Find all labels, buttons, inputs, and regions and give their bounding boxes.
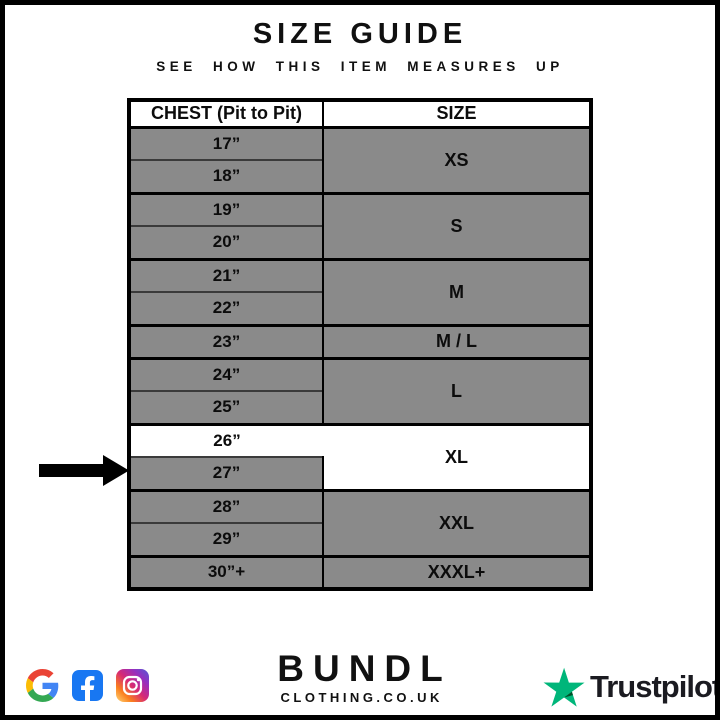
table-row: 27” bbox=[129, 456, 591, 490]
table-row: 19” S bbox=[129, 191, 591, 259]
table-row: 30”+ XXXL+ bbox=[129, 554, 591, 589]
size-cell: XS bbox=[323, 127, 591, 193]
chest-cell: 21” bbox=[129, 257, 324, 292]
table-row: 24” L bbox=[129, 356, 591, 424]
size-cell: S bbox=[323, 191, 591, 259]
highlight-arrow-icon bbox=[39, 455, 129, 486]
table-row: 18” bbox=[129, 159, 591, 193]
column-header-size: SIZE bbox=[323, 100, 591, 129]
trustpilot-logo[interactable]: Trustpilot bbox=[543, 667, 720, 707]
trustpilot-label: Trustpilot bbox=[590, 669, 720, 704]
chest-cell: 23” bbox=[129, 323, 324, 358]
chest-cell: 22” bbox=[129, 291, 324, 325]
google-icon[interactable] bbox=[26, 669, 59, 702]
chest-cell: 18” bbox=[129, 159, 324, 193]
chest-cell: 17” bbox=[129, 127, 324, 160]
table-row: 17” XS bbox=[129, 127, 591, 193]
size-cell: L bbox=[323, 356, 591, 424]
chest-cell: 20” bbox=[129, 225, 324, 259]
size-cell: M bbox=[323, 257, 591, 325]
chest-cell: 27” bbox=[129, 456, 324, 490]
brand-name: BUNDL bbox=[277, 648, 452, 689]
size-cell-highlighted: XL bbox=[323, 422, 591, 490]
facebook-icon[interactable] bbox=[72, 670, 103, 701]
table-row: 25” bbox=[129, 390, 591, 424]
brand-tagline: CLOTHING.CO.UK bbox=[280, 690, 443, 705]
table-row: 21” M bbox=[129, 257, 591, 325]
size-cell: M / L bbox=[323, 323, 591, 358]
chest-cell: 19” bbox=[129, 191, 324, 226]
chest-cell: 25” bbox=[129, 390, 324, 424]
table-row: 23” M / L bbox=[129, 323, 591, 358]
table-row: 20” bbox=[129, 225, 591, 259]
column-header-chest: CHEST (Pit to Pit) bbox=[129, 100, 324, 129]
table-row: 22” bbox=[129, 291, 591, 325]
table-row: 28” XXL bbox=[129, 488, 591, 556]
trustpilot-star-icon bbox=[543, 667, 585, 707]
page-title: SIZE GUIDE bbox=[252, 18, 468, 50]
social-icons bbox=[26, 669, 149, 702]
table-row-highlighted: 26” XL bbox=[129, 422, 591, 490]
size-table: CHEST (Pit to Pit) SIZE 17” XS 18” 19” S… bbox=[127, 98, 593, 591]
size-cell: XXXL+ bbox=[323, 554, 591, 589]
instagram-icon[interactable] bbox=[116, 669, 149, 702]
page-subtitle: SEE HOW THIS ITEM MEASURES UP bbox=[156, 59, 564, 74]
size-cell: XXL bbox=[323, 488, 591, 556]
chest-cell: 24” bbox=[129, 356, 324, 391]
table-header-row: CHEST (Pit to Pit) SIZE bbox=[129, 100, 591, 129]
chest-cell: 30”+ bbox=[129, 554, 324, 589]
chest-cell: 29” bbox=[129, 522, 324, 556]
chest-cell-highlighted: 26” bbox=[129, 422, 323, 457]
table-row: 29” bbox=[129, 522, 591, 556]
brand-logo: BUNDL CLOTHING.CO.UK bbox=[5, 650, 715, 705]
chest-cell: 28” bbox=[129, 488, 324, 523]
